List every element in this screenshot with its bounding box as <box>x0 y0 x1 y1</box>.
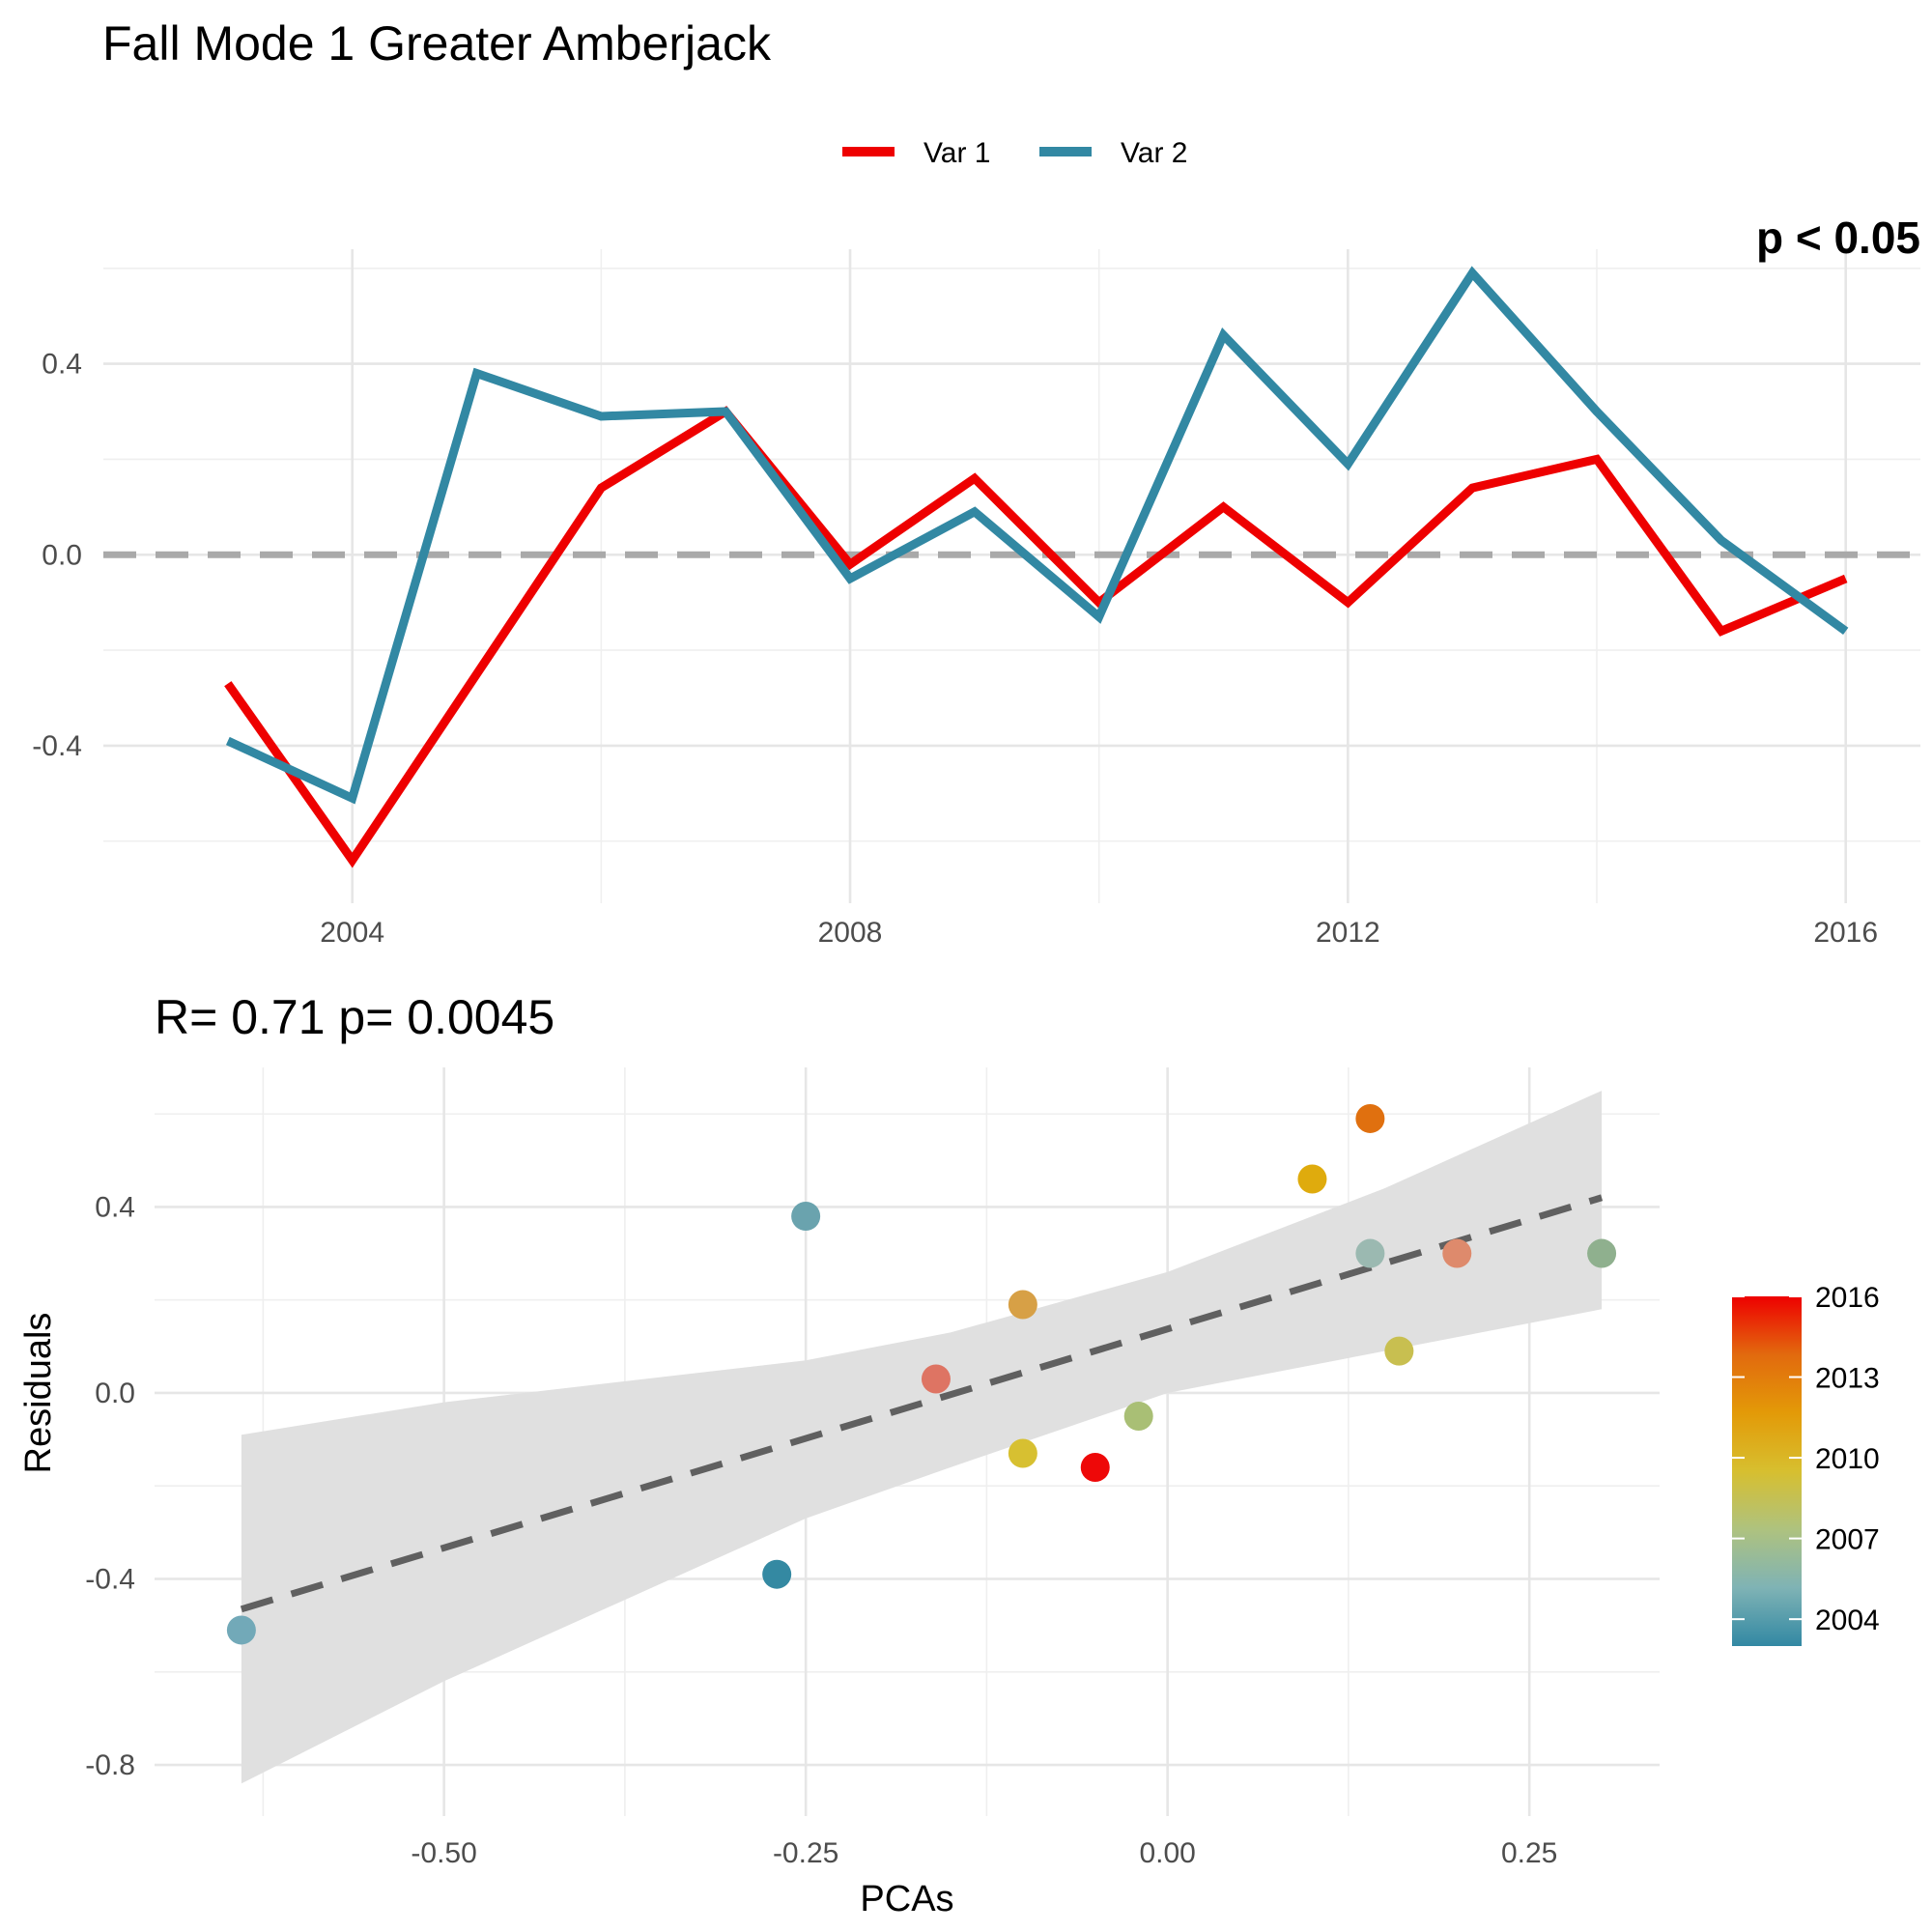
bottom-y-tick-label: 0.0 <box>95 1378 135 1409</box>
scatter-point <box>1442 1238 1472 1268</box>
chart-title: Fall Mode 1 Greater Amberjack <box>102 16 772 71</box>
x-axis-title: PCAs <box>860 1879 953 1919</box>
regression-fit-line <box>240 1194 1604 1613</box>
year-colorbar: 2016 2013 2010 2007 2004 <box>1732 1282 1880 1646</box>
colorbar-label: 2010 <box>1815 1443 1880 1475</box>
scatter-points <box>226 1103 1617 1645</box>
bottom-x-tick-label: 0.25 <box>1501 1837 1557 1869</box>
top-y-tick-label: -0.4 <box>32 730 82 762</box>
bottom-x-tick-label: -0.50 <box>411 1837 476 1869</box>
top-x-tick-label: 2004 <box>320 917 384 949</box>
top-corner-annotation: p < 0.05 <box>1756 213 1920 263</box>
scatter-point <box>1384 1336 1414 1366</box>
scatter-point <box>1008 1438 1037 1468</box>
scatter-point <box>1008 1290 1037 1320</box>
scatter-point <box>791 1202 821 1232</box>
colorbar-label: 2004 <box>1815 1605 1880 1636</box>
top-y-tick-label: 0.4 <box>42 349 82 381</box>
bottom-y-axis-ticks: -0.8 -0.4 0.0 0.4 <box>85 1191 135 1781</box>
legend-label-2: Var 2 <box>1121 137 1187 169</box>
top-series-lines <box>224 266 1849 868</box>
top-y-tick-label: 0.0 <box>42 539 82 571</box>
top-legend: Var 1 Var 2 <box>842 137 1187 169</box>
correlation-annotation: R= 0.71 p= 0.0045 <box>155 990 554 1044</box>
scatter-point <box>1355 1103 1385 1133</box>
scatter-point <box>1297 1164 1327 1194</box>
colorbar-label: 2013 <box>1815 1363 1880 1395</box>
scatter-point <box>1355 1238 1385 1268</box>
scatter-point <box>226 1615 256 1645</box>
confidence-band-area <box>241 1091 1603 1784</box>
top-x-tick-label: 2012 <box>1316 917 1380 949</box>
top-x-axis-ticks: 2004 2008 2012 2016 <box>320 917 1878 949</box>
colorbar-label: 2007 <box>1815 1524 1880 1556</box>
bottom-x-axis-ticks: -0.50 -0.25 0.00 0.25 <box>411 1837 1557 1869</box>
bottom-x-tick-label: -0.25 <box>773 1837 838 1869</box>
scatter-point <box>1123 1402 1153 1432</box>
top-x-tick-label: 2008 <box>818 917 883 949</box>
scatter-point <box>1587 1238 1617 1268</box>
top-x-tick-label: 2016 <box>1813 917 1878 949</box>
bottom-y-tick-label: -0.4 <box>85 1564 135 1596</box>
colorbar-gradient <box>1732 1296 1802 1646</box>
top-grid <box>103 249 1920 903</box>
y-axis-title: Residuals <box>18 1313 59 1474</box>
colorbar-label: 2016 <box>1815 1282 1880 1314</box>
bottom-y-tick-label: -0.8 <box>85 1749 135 1781</box>
scatter-point <box>921 1364 951 1394</box>
confidence-band <box>241 1091 1603 1784</box>
bottom-x-tick-label: 0.00 <box>1139 1837 1195 1869</box>
legend-label-1: Var 1 <box>923 137 990 169</box>
scatter-point <box>1080 1452 1110 1482</box>
series-line-2 <box>225 266 1849 805</box>
fit-line <box>240 1194 1604 1613</box>
series-line-1 <box>224 406 1848 868</box>
top-y-axis-ticks: -0.4 0.0 0.4 <box>32 349 82 762</box>
scatter-point <box>762 1559 792 1589</box>
bottom-y-tick-label: 0.4 <box>95 1191 135 1223</box>
